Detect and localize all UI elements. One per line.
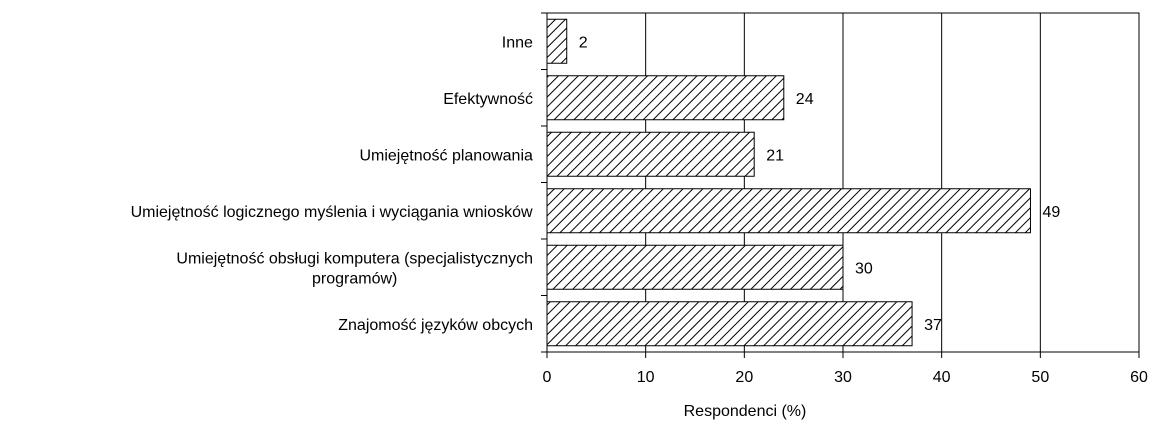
x-tick-label-10: 10 [637, 369, 655, 386]
bar-efektywnosc [546, 75, 785, 121]
bar-umiejetnosc-planowania [546, 131, 755, 177]
axes [541, 12, 1140, 358]
x-axis-title: Respondenci (%) [684, 403, 807, 420]
data-label-znajomosc-jezykow-obcych: 37 [924, 317, 942, 334]
x-tick-label-50: 50 [1031, 369, 1049, 386]
category-label-umiejetnosc-planowania: Umiejętność planowania [359, 147, 533, 164]
data-label-efektywnosc: 24 [796, 91, 814, 108]
bars [546, 18, 1031, 347]
data-label-umiejetnosc-logicznego-myslenia-i-wyciag: 49 [1042, 204, 1060, 221]
data-labels: 2 24 21 49 30 37 [579, 34, 1061, 334]
x-tick-label-0: 0 [543, 369, 552, 386]
x-tick-labels: 0 10 20 30 40 50 60 [543, 369, 1148, 386]
category-label-umiejetnosc-obslugi-komputera-specjalist: Umiejętność obsługi komputera (specjalis… [176, 250, 533, 287]
data-label-umiejetnosc-obslugi-komputera-specjalist: 30 [855, 260, 873, 277]
bar-umiejetnosc-obslugi-komputera-specjalist [546, 244, 844, 290]
data-label-inne: 2 [579, 34, 588, 51]
bar-inne [546, 18, 568, 64]
category-labels: Inne Efektywność Umiejętność planowania Umi… [131, 34, 533, 334]
gridlines [546, 12, 1140, 353]
x-tick-label-30: 30 [834, 369, 852, 386]
bar-znajomosc-jezykow-obcych [546, 301, 913, 347]
x-tick-label-40: 40 [933, 369, 951, 386]
category-label-efektywnosc: Efektywność [443, 91, 533, 108]
x-tick-label-20: 20 [735, 369, 753, 386]
category-label-znajomosc-jezykow-obcych: Znajomość języków obcych [338, 317, 533, 334]
x-tick-label-60: 60 [1130, 369, 1148, 386]
category-label-inne: Inne [502, 34, 533, 51]
category-label-umiejetnosc-logicznego-myslenia-i-wyciag: Umiejętność logicznego myślenia i wyciąg… [131, 204, 533, 221]
bar-umiejetnosc-logicznego-myslenia-i-wyciag [546, 188, 1031, 234]
data-label-umiejetnosc-planowania: 21 [766, 147, 784, 164]
